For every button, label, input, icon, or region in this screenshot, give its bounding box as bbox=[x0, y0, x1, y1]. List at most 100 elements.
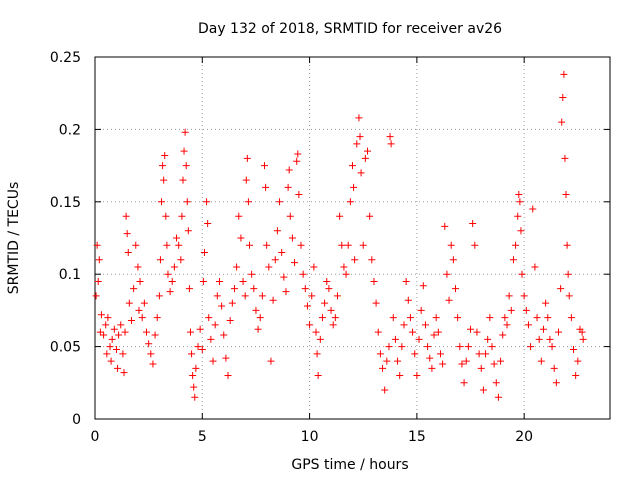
data-point bbox=[449, 256, 457, 264]
data-point bbox=[288, 234, 296, 242]
data-point bbox=[263, 241, 271, 249]
data-point bbox=[294, 150, 302, 158]
y-tick-label: 0 bbox=[72, 412, 81, 428]
data-point bbox=[106, 343, 114, 351]
data-point bbox=[205, 314, 213, 322]
data-point bbox=[396, 372, 404, 380]
data-point bbox=[243, 154, 251, 162]
data-point bbox=[151, 331, 159, 339]
x-tick-label: 0 bbox=[91, 429, 100, 445]
data-point bbox=[515, 191, 523, 199]
data-point bbox=[409, 328, 417, 336]
data-point bbox=[211, 321, 219, 329]
data-point bbox=[297, 241, 305, 249]
data-point bbox=[93, 241, 101, 249]
data-point bbox=[529, 205, 537, 213]
data-point bbox=[460, 379, 468, 387]
data-point bbox=[509, 256, 517, 264]
data-point bbox=[180, 147, 188, 155]
data-point bbox=[351, 256, 359, 264]
data-point bbox=[134, 263, 142, 271]
data-point bbox=[471, 241, 479, 249]
data-point bbox=[313, 350, 321, 358]
data-point bbox=[159, 162, 167, 170]
data-point bbox=[366, 212, 374, 220]
data-point bbox=[145, 340, 153, 348]
data-point bbox=[565, 292, 573, 300]
data-point bbox=[110, 325, 118, 333]
data-point bbox=[475, 350, 483, 358]
data-point bbox=[92, 292, 100, 300]
data-point bbox=[517, 227, 525, 235]
data-point bbox=[120, 369, 128, 377]
chart-title: Day 132 of 2018, SRMTID for receiver av2… bbox=[198, 21, 502, 37]
data-point bbox=[112, 345, 120, 353]
data-point bbox=[479, 386, 487, 394]
data-point bbox=[149, 360, 157, 368]
data-point bbox=[383, 357, 391, 365]
data-point bbox=[235, 212, 243, 220]
data-point bbox=[140, 299, 148, 307]
data-point bbox=[454, 314, 462, 322]
data-point bbox=[537, 357, 545, 365]
data-point bbox=[178, 212, 186, 220]
data-point bbox=[207, 335, 215, 343]
data-point bbox=[353, 140, 361, 148]
data-point bbox=[374, 328, 382, 336]
data-point bbox=[424, 343, 432, 351]
data-point bbox=[316, 335, 324, 343]
data-point bbox=[104, 314, 112, 322]
data-point bbox=[434, 328, 442, 336]
data-point bbox=[103, 350, 111, 358]
data-point bbox=[441, 222, 449, 230]
data-point bbox=[119, 350, 127, 358]
data-point bbox=[102, 321, 110, 329]
data-point bbox=[226, 317, 234, 325]
data-point bbox=[173, 234, 181, 242]
data-point bbox=[524, 321, 532, 329]
data-point bbox=[402, 277, 410, 285]
data-point bbox=[531, 263, 539, 271]
x-tick-label: 5 bbox=[198, 429, 207, 445]
data-point bbox=[97, 311, 105, 319]
data-point bbox=[256, 314, 264, 322]
data-point bbox=[370, 277, 378, 285]
data-point bbox=[391, 335, 399, 343]
data-point bbox=[426, 354, 434, 362]
data-point bbox=[497, 357, 505, 365]
data-point bbox=[546, 335, 554, 343]
data-point bbox=[166, 288, 174, 296]
data-point bbox=[490, 360, 498, 368]
data-point bbox=[340, 263, 348, 271]
grid bbox=[95, 57, 610, 419]
data-point bbox=[447, 241, 455, 249]
plot-frame bbox=[94, 56, 611, 420]
data-point bbox=[338, 241, 346, 249]
data-point bbox=[267, 357, 275, 365]
x-tick-label: 15 bbox=[408, 429, 426, 445]
data-point bbox=[198, 345, 206, 353]
data-point bbox=[563, 241, 571, 249]
data-point bbox=[194, 343, 202, 351]
data-point bbox=[539, 325, 547, 333]
data-point bbox=[258, 292, 266, 300]
data-point bbox=[467, 325, 475, 333]
data-point bbox=[224, 372, 232, 380]
data-point bbox=[321, 299, 329, 307]
data-point bbox=[562, 191, 570, 199]
data-point bbox=[333, 292, 341, 300]
data-point bbox=[276, 198, 284, 206]
data-point bbox=[357, 169, 365, 177]
data-point bbox=[230, 285, 238, 293]
data-point bbox=[237, 234, 245, 242]
data-point bbox=[516, 198, 524, 206]
data-point bbox=[303, 302, 311, 310]
x-axis-label: GPS time / hours bbox=[291, 457, 408, 473]
data-point bbox=[415, 335, 423, 343]
data-point bbox=[239, 277, 247, 285]
data-point bbox=[147, 350, 155, 358]
data-point bbox=[561, 154, 569, 162]
data-point bbox=[278, 248, 286, 256]
data-point bbox=[250, 285, 258, 293]
data-point bbox=[473, 328, 481, 336]
